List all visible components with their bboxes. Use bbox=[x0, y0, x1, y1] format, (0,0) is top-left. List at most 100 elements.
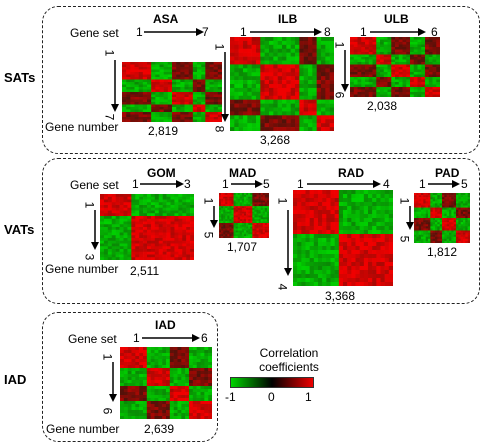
heatmap-cell bbox=[217, 87, 222, 90]
heatmap-cell bbox=[453, 199, 457, 202]
heatmap-cell bbox=[205, 107, 210, 110]
heatmap-cell bbox=[388, 250, 393, 255]
heatmap-cell bbox=[308, 44, 313, 50]
heatmap-cell bbox=[357, 39, 362, 43]
heatmap-cell bbox=[444, 230, 447, 233]
heatmap-cell bbox=[321, 107, 326, 112]
heatmap-cell bbox=[325, 68, 330, 73]
heatmap-cell bbox=[303, 52, 309, 57]
heatmap-cell bbox=[432, 59, 437, 63]
heatmap-cell bbox=[260, 37, 265, 42]
heatmap-cell bbox=[353, 84, 358, 88]
heatmap-cell bbox=[430, 228, 433, 231]
heatmap-cell bbox=[103, 224, 109, 228]
heatmap-cell bbox=[235, 202, 239, 205]
heatmap-cell bbox=[380, 250, 385, 255]
heatmap-cell bbox=[465, 240, 468, 243]
heatmap-cell bbox=[131, 221, 136, 225]
heatmap-cell bbox=[444, 205, 447, 208]
heatmap-cell bbox=[338, 234, 344, 239]
heatmap-cell bbox=[154, 194, 160, 198]
heatmap-cell bbox=[169, 401, 174, 405]
heatmap-cell bbox=[169, 365, 174, 369]
heatmap-cell bbox=[122, 109, 127, 113]
heatmap-cell bbox=[318, 266, 323, 271]
heatmap-cell bbox=[256, 123, 261, 128]
heatmap-cell bbox=[316, 107, 322, 112]
heatmap-cell bbox=[135, 232, 140, 236]
heatmap-cell bbox=[262, 230, 266, 233]
heatmap-cell bbox=[246, 224, 249, 228]
heatmap-cell bbox=[343, 218, 348, 223]
heatmap-cell bbox=[363, 226, 369, 231]
heatmap-cell bbox=[147, 194, 152, 198]
heatmap-cell bbox=[120, 410, 125, 414]
heatmap-cell bbox=[190, 238, 194, 242]
heatmap-cell bbox=[413, 47, 418, 50]
heatmap-cell bbox=[256, 223, 259, 226]
heatmap-cell bbox=[201, 74, 206, 78]
heatmap-cell bbox=[372, 258, 377, 263]
heatmap-cell bbox=[166, 365, 171, 369]
heatmap-cell bbox=[277, 127, 283, 131]
heatmap-cell bbox=[241, 206, 245, 209]
heatmap-cell bbox=[204, 398, 209, 402]
heatmap-cell bbox=[143, 416, 148, 419]
heatmap-cell bbox=[167, 117, 173, 120]
heatmap-cell bbox=[188, 114, 194, 118]
heatmap-cell bbox=[299, 115, 304, 120]
heatmap-cell bbox=[213, 102, 219, 105]
heatmap-cell bbox=[162, 216, 167, 220]
heatmap-cell bbox=[260, 91, 265, 97]
heatmap-cell bbox=[456, 209, 459, 213]
heatmap-cell bbox=[130, 79, 135, 83]
heatmap-cell bbox=[248, 198, 251, 201]
heatmap-cell bbox=[368, 282, 373, 286]
heatmap-cell bbox=[205, 99, 210, 103]
heatmap-cell bbox=[467, 230, 470, 233]
heatmap-cell bbox=[299, 52, 304, 57]
heatmap-cell bbox=[425, 240, 429, 243]
heatmap-cell bbox=[181, 413, 186, 417]
heatmap-cell bbox=[428, 228, 431, 231]
heatmap-cell bbox=[130, 67, 135, 70]
heatmap-cell bbox=[250, 213, 253, 216]
heatmap-cell bbox=[143, 353, 148, 357]
heatmap-cell bbox=[250, 200, 253, 203]
heatmap-cell bbox=[155, 119, 160, 122]
heatmap-cell bbox=[181, 368, 186, 372]
heatmap-cell bbox=[355, 214, 360, 219]
heatmap-cell bbox=[205, 64, 210, 68]
heatmap-cell bbox=[196, 356, 201, 360]
heatmap-cell bbox=[322, 254, 327, 259]
heatmap-cell bbox=[122, 92, 127, 95]
heatmap-cell bbox=[293, 250, 298, 255]
heatmap-cell bbox=[428, 199, 431, 202]
heatmap-cell bbox=[254, 200, 257, 203]
heatmap-cell bbox=[248, 196, 251, 199]
heatmap-cell bbox=[297, 258, 302, 263]
heatmap-cell bbox=[277, 48, 283, 53]
heatmap-cell bbox=[115, 202, 120, 206]
heatmap-cell bbox=[135, 235, 140, 239]
heatmap-cell bbox=[376, 59, 381, 63]
heatmap-cell bbox=[176, 117, 181, 120]
heatmap-cell bbox=[158, 207, 163, 211]
heatmap-cell bbox=[264, 226, 268, 229]
heatmap-cell bbox=[330, 254, 335, 259]
heatmap-cell bbox=[162, 257, 167, 260]
heatmap-cell bbox=[435, 228, 438, 231]
heatmap-cell bbox=[260, 208, 264, 211]
heatmap-cell bbox=[229, 230, 232, 233]
heatmap-cell bbox=[460, 207, 464, 210]
heatmap-cell bbox=[172, 67, 177, 70]
heatmap-cell bbox=[163, 89, 169, 93]
heatmap-cell bbox=[395, 67, 400, 70]
heatmap-cell bbox=[159, 69, 164, 73]
heatmap-cell bbox=[301, 238, 306, 243]
heatmap-cell bbox=[451, 228, 454, 231]
heatmap-cell bbox=[258, 236, 261, 238]
heatmap-cell bbox=[247, 80, 252, 85]
heatmap-cell bbox=[205, 74, 210, 78]
heatmap-cell bbox=[368, 74, 373, 78]
